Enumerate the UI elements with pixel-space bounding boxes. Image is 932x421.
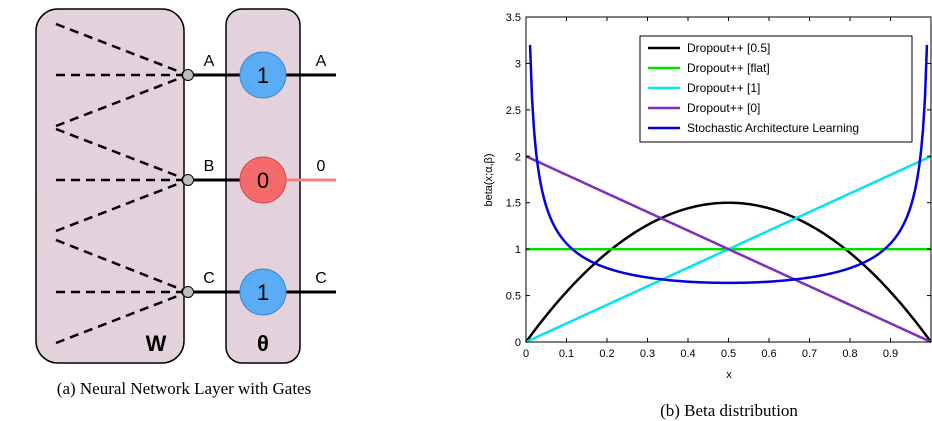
- x-tick-label: 0: [523, 348, 529, 360]
- y-axis-label: beta(x;α,β): [483, 153, 495, 206]
- gated-layer-diagram: 1 A A 0 B 0 1 C C W θ (a) Neural Network…: [35, 8, 336, 398]
- unit-a-output-label: A: [316, 53, 327, 70]
- chart-caption: (b) Beta distribution: [660, 401, 798, 420]
- legend-label: Dropout++ [flat]: [687, 61, 770, 75]
- series-line: [524, 201, 932, 343]
- beta-distribution-chart: 0 0.1 0.2 0.3 0.4 0.5 0.6 0.7 0.8 0.9 0 0.5 1 1.5 2 2.…: [483, 12, 932, 420]
- y-tick-label: 0.5: [506, 291, 521, 303]
- gates-label: θ: [257, 331, 269, 356]
- unit-a-gate-value: 1: [257, 63, 269, 88]
- unit-a-gate: [239, 51, 287, 99]
- unit-b-gate-value: 0: [257, 168, 269, 193]
- unit-b-output-label: 0: [317, 158, 326, 175]
- y-tick-label: 0: [515, 337, 521, 349]
- x-tick-label: 0.1: [559, 348, 574, 360]
- unit-a-input-node: [182, 69, 194, 81]
- series-line: [528, 44, 929, 285]
- unit-b-input-label: B: [204, 158, 215, 175]
- x-tick-label: 0.4: [680, 348, 695, 360]
- x-tick-label: 0.9: [883, 348, 898, 360]
- legend-label: Dropout++ [0]: [687, 101, 760, 115]
- y-tick-label: 1.5: [506, 198, 521, 210]
- legend-label: Dropout++ [1]: [687, 81, 760, 95]
- x-tick-label: 0.5: [721, 348, 736, 360]
- series-layer: [524, 44, 932, 344]
- x-tick-label: 0.3: [640, 348, 655, 360]
- unit-c-input-label: C: [203, 270, 215, 287]
- y-axis-ticks: 0 0.5 1 1.5 2 2.5 3 3.5: [506, 12, 931, 349]
- x-tick-label: 0.2: [599, 348, 614, 360]
- unit-b-gate: [239, 156, 287, 204]
- unit-a-input-label: A: [204, 53, 215, 70]
- x-axis-label: x: [726, 369, 732, 381]
- unit-c-gate-value: 1: [257, 280, 269, 305]
- x-axis-ticks: 0 0.1 0.2 0.3 0.4 0.5 0.6 0.7 0.8 0.9: [523, 17, 898, 360]
- y-tick-label: 1: [515, 244, 521, 256]
- weight-connections: [55, 22, 189, 345]
- y-tick-label: 2: [515, 151, 521, 163]
- x-tick-label: 0.8: [842, 348, 857, 360]
- unit-c-gate: [239, 268, 287, 316]
- legend-label: Stochastic Architecture Learning: [687, 121, 859, 135]
- weights-label: W: [146, 331, 167, 356]
- y-tick-label: 2.5: [506, 105, 521, 117]
- diagram-caption: (a) Neural Network Layer with Gates: [57, 379, 311, 398]
- unit-b-input-node: [182, 174, 194, 186]
- y-tick-label: 3.5: [506, 12, 521, 24]
- unit-c-output-label: C: [315, 270, 327, 287]
- legend-label: Dropout++ [0.5]: [687, 41, 770, 55]
- x-tick-label: 0.7: [802, 348, 817, 360]
- y-tick-label: 3: [515, 58, 521, 70]
- legend-box: [639, 35, 913, 143]
- series-line: [525, 155, 932, 344]
- unit-c-input-node: [182, 286, 194, 298]
- legend: Dropout++ [0.5] Dropout++ [flat] Dropout++…: [639, 35, 913, 143]
- weights-panel: [35, 8, 185, 364]
- x-tick-label: 0.6: [761, 348, 776, 360]
